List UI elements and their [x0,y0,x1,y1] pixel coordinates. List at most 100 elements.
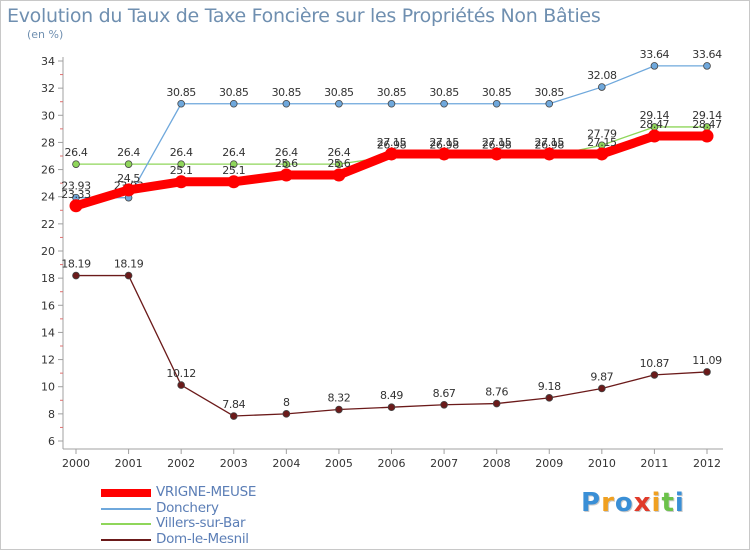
data-label-vrigne-meuse: 27.15 [377,136,407,149]
data-point-donchery [650,62,659,70]
data-point-dom-le-mesnil [703,368,711,376]
y-tick-label: 16 [41,299,55,312]
y-tick-label: 6 [48,435,55,448]
data-label-vrigne-meuse: 23.33 [61,188,91,201]
data-label-villers-sur-bar: 26.4 [222,146,245,159]
data-point-villers-sur-bar [335,160,343,168]
legend-label-donchery: Donchery [156,499,219,516]
data-point-donchery [440,99,448,108]
x-tick-label: 2002 [167,457,195,470]
y-tick-label: 8 [48,408,55,421]
x-tick-label: 2012 [693,457,721,470]
data-point-vrigne-meuse [542,147,556,161]
data-point-vrigne-meuse [122,183,136,197]
y-tick-label: 34 [41,55,55,68]
x-tick-label: 2008 [483,457,511,470]
data-point-vrigne-meuse [595,147,609,161]
data-label-villers-sur-bar: 27.79 [587,127,617,140]
data-point-villers-sur-bar [177,160,185,168]
legend-label-dom-le-mesnil: Dom-le-Mesnil [156,530,249,547]
data-point-villers-sur-bar [124,160,133,168]
data-point-donchery [492,99,501,108]
data-label-vrigne-meuse: 25.1 [222,164,245,177]
data-point-donchery [387,99,396,108]
data-label-dom-le-mesnil: 9.87 [590,370,613,383]
logo-letter: o [614,488,634,518]
data-label-vrigne-meuse: 25.6 [327,157,350,170]
data-label-vrigne-meuse: 27.15 [587,136,617,149]
x-tick-label: 2009 [535,457,563,470]
data-point-dom-le-mesnil [335,405,343,414]
data-label-vrigne-meuse: 28.47 [692,118,722,131]
data-point-vrigne-meuse [647,129,661,143]
y-tick-label: 14 [41,326,55,339]
y-tick-label: 18 [41,272,55,285]
data-label-dom-le-mesnil: 10.12 [166,367,196,380]
x-tick-label: 2011 [640,457,668,470]
data-point-dom-le-mesnil [492,399,501,408]
data-point-dom-le-mesnil [124,271,133,280]
data-point-donchery [598,83,606,91]
data-point-donchery [229,99,238,108]
data-point-dom-le-mesnil [229,412,238,420]
legend-label-villers-sur-bar: Villers-sur-Bar [156,515,246,531]
x-tick-label: 2000 [62,457,90,470]
data-label-vrigne-meuse: 25.6 [275,157,298,170]
chart-subtitle: (en %) [27,28,64,41]
data-point-vrigne-meuse [700,129,714,143]
logo-letter: P [581,488,602,518]
data-point-vrigne-meuse [227,175,241,189]
data-label-vrigne-meuse: 25.1 [170,164,193,177]
data-label-vrigne-meuse: 27.15 [535,136,565,149]
data-label-villers-sur-bar: 26.98 [429,138,459,151]
data-point-dom-le-mesnil [598,384,606,393]
data-label-dom-le-mesnil: 8 [283,396,290,409]
data-label-donchery: 33.64 [640,48,670,61]
legend-swatch-dom-le-mesnil [101,538,151,541]
data-label-villers-sur-bar: 26.4 [65,146,88,159]
data-point-vrigne-meuse [490,147,504,161]
data-label-villers-sur-bar: 26.98 [377,138,407,151]
proxiti-logo: Proxiti [581,488,685,518]
data-point-villers-sur-bar [229,160,238,168]
data-point-dom-le-mesnil [545,394,554,402]
data-point-dom-le-mesnil [177,381,185,389]
data-label-villers-sur-bar: 29.14 [692,109,722,122]
data-point-villers-sur-bar [282,160,291,168]
data-label-villers-sur-bar: 26.98 [535,138,565,151]
y-tick-label: 22 [41,218,55,231]
data-point-vrigne-meuse [332,168,346,182]
y-tick-label: 30 [41,109,55,122]
y-tick-label: 32 [41,82,55,95]
data-label-villers-sur-bar: 26.4 [170,146,193,159]
y-tick-label: 26 [41,164,55,177]
data-point-vrigne-meuse [174,175,188,189]
data-label-vrigne-meuse: 28.47 [640,118,670,131]
data-label-donchery: 30.85 [166,86,196,99]
x-tick-label: 2004 [272,457,300,470]
data-label-vrigne-meuse: 27.15 [429,136,459,149]
y-tick-label: 10 [41,381,55,394]
data-label-villers-sur-bar: 26.4 [275,146,298,159]
data-label-dom-le-mesnil: 9.18 [538,380,561,393]
x-tick-label: 2005 [325,457,353,470]
data-point-dom-le-mesnil [72,271,80,280]
data-point-donchery [703,62,711,70]
logo-letter: i [651,488,662,518]
data-label-dom-le-mesnil: 10.87 [640,357,670,370]
data-label-dom-le-mesnil: 8.32 [327,392,350,405]
y-tick-label: 28 [41,136,55,149]
data-label-donchery: 30.85 [482,86,512,99]
x-tick-label: 2010 [588,457,616,470]
data-point-donchery [545,99,554,108]
data-point-dom-le-mesnil [440,400,448,409]
logo-letter: r [601,488,615,518]
data-label-donchery: 32.08 [587,69,617,82]
data-point-dom-le-mesnil [650,371,659,379]
data-label-donchery: 30.85 [377,86,407,99]
data-label-vrigne-meuse: 24.5 [117,172,140,185]
x-tick-label: 2007 [430,457,458,470]
y-tick-label: 20 [41,245,55,258]
legend-label-vrigne-meuse: VRIGNE-MEUSE [156,484,257,500]
